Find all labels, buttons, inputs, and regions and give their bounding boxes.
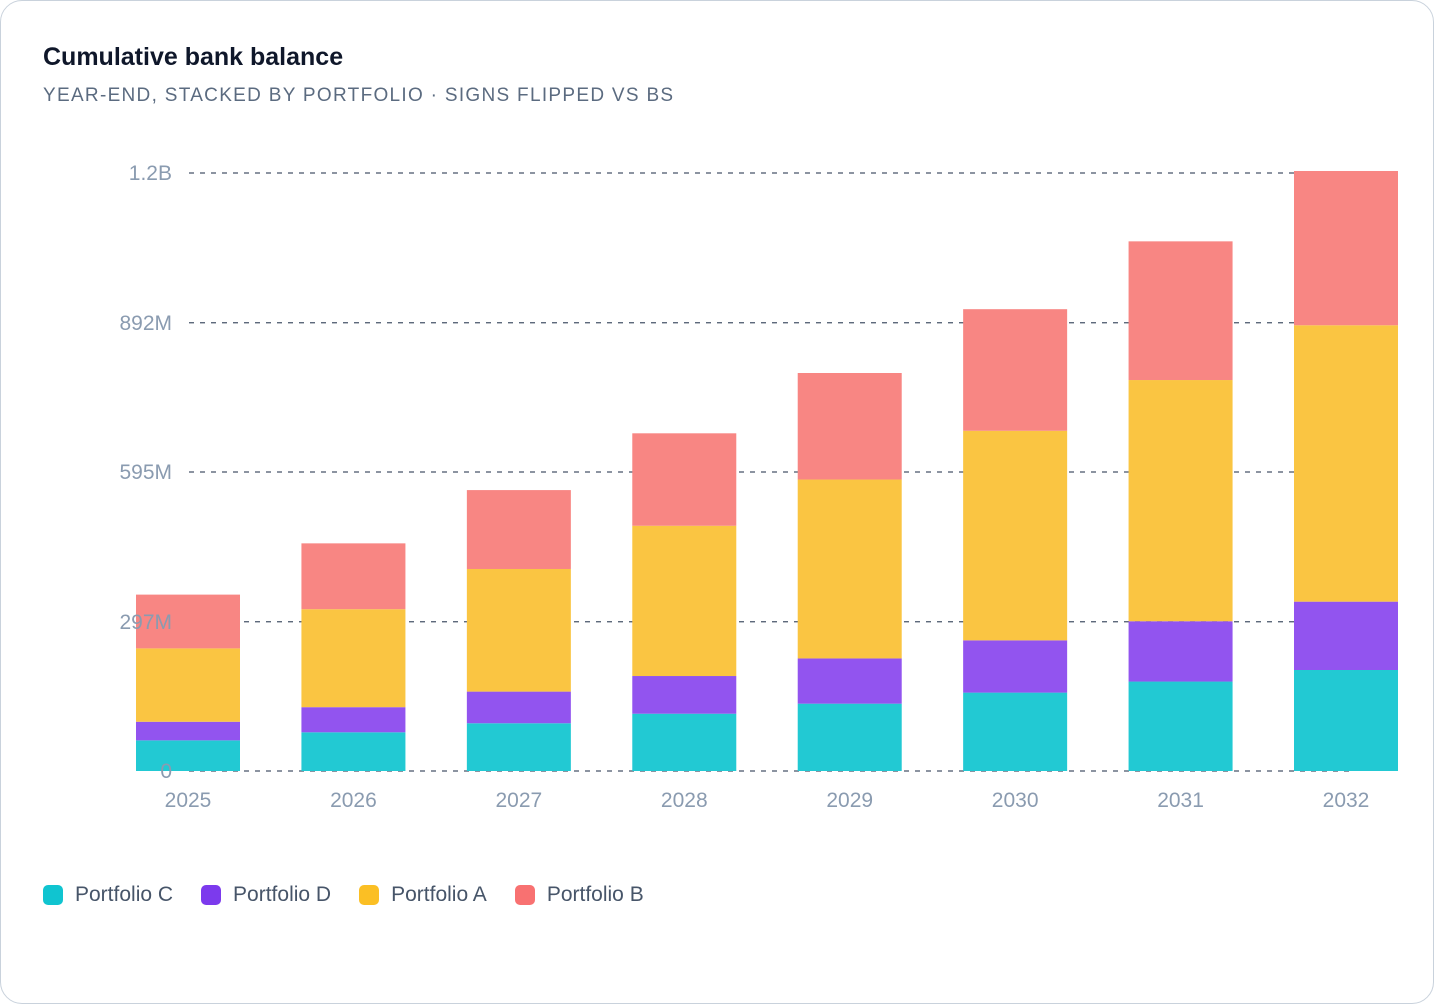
bar-portfolio-a-2028[interactable] — [632, 525, 737, 677]
bar-portfolio-a-2032[interactable] — [1294, 325, 1398, 602]
bar-portfolio-d-2025[interactable] — [136, 721, 240, 741]
bar-portfolio-c-2029[interactable] — [797, 703, 902, 771]
legend-swatch — [359, 885, 380, 905]
legend-label: Portfolio D — [233, 883, 332, 906]
bar-portfolio-b-2032[interactable] — [1294, 170, 1398, 326]
chart-title: Cumulative bank balance — [43, 43, 344, 71]
bar-portfolio-a-2027[interactable] — [466, 568, 571, 692]
bar-portfolio-d-2028[interactable] — [632, 676, 737, 714]
x-tick-label: 2031 — [1157, 789, 1204, 812]
bar-portfolio-c-2027[interactable] — [466, 723, 571, 771]
bar-portfolio-d-2027[interactable] — [466, 691, 571, 724]
bar-portfolio-b-2031[interactable] — [1128, 241, 1233, 381]
legend-swatch — [514, 885, 535, 905]
x-tick-label: 2026 — [330, 789, 377, 812]
y-axis-ticks: 0 297M 595M 892M 1.2B — [119, 162, 172, 783]
y-tick-label: 1.2B — [129, 162, 172, 185]
y-tick-label: 297M — [119, 611, 172, 634]
x-tick-label: 2025 — [165, 789, 212, 812]
y-tick-label: 0 — [160, 760, 172, 783]
bar-series — [136, 170, 1398, 771]
bar-portfolio-d-2029[interactable] — [797, 658, 902, 704]
x-tick-label: 2028 — [661, 789, 708, 812]
bar-portfolio-d-2030[interactable] — [963, 640, 1068, 693]
x-tick-label: 2032 — [1323, 789, 1370, 812]
legend-swatch — [43, 885, 63, 905]
bar-portfolio-a-2026[interactable] — [301, 609, 406, 708]
legend-label: Portfolio B — [546, 883, 644, 906]
bar-portfolio-a-2029[interactable] — [797, 479, 902, 659]
legend-label: Portfolio A — [391, 883, 487, 906]
y-tick-label: 595M — [119, 461, 172, 484]
bar-portfolio-c-2031[interactable] — [1128, 681, 1233, 771]
legend-item-portfolio-d[interactable]: Portfolio D — [201, 883, 331, 907]
bar-portfolio-c-2032[interactable] — [1294, 669, 1398, 771]
legend-item-portfolio-b[interactable]: Portfolio B — [514, 883, 644, 907]
x-axis-ticks: 2025 2026 2027 2028 2029 2030 2031 2032 — [165, 789, 1370, 812]
x-tick-label: 2027 — [495, 789, 542, 812]
legend-swatch — [201, 885, 222, 905]
legend-label: Portfolio C — [75, 883, 174, 906]
bar-portfolio-c-2030[interactable] — [963, 692, 1068, 771]
bar-portfolio-b-2027[interactable] — [466, 490, 571, 569]
bar-portfolio-b-2026[interactable] — [301, 543, 406, 610]
chart-legend: Portfolio C Portfolio D Portfolio A Port… — [43, 883, 672, 907]
bar-portfolio-a-2030[interactable] — [963, 430, 1068, 641]
bar-portfolio-d-2031[interactable] — [1128, 621, 1233, 682]
bar-portfolio-a-2031[interactable] — [1128, 380, 1233, 622]
bar-portfolio-a-2025[interactable] — [136, 648, 240, 722]
chart-subtitle: YEAR-END, STACKED BY PORTFOLIO · SIGNS F… — [43, 85, 675, 106]
legend-item-portfolio-a[interactable]: Portfolio A — [359, 883, 487, 907]
bar-portfolio-d-2032[interactable] — [1294, 601, 1398, 670]
y-tick-label: 892M — [119, 312, 172, 335]
bar-portfolio-c-2026[interactable] — [301, 732, 406, 771]
bar-portfolio-c-2028[interactable] — [632, 713, 737, 771]
legend-item-portfolio-c[interactable]: Portfolio C — [43, 883, 173, 907]
bar-portfolio-b-2028[interactable] — [632, 433, 737, 526]
x-tick-label: 2029 — [826, 789, 873, 812]
bar-portfolio-b-2025[interactable] — [136, 594, 240, 649]
bar-portfolio-c-2025[interactable] — [136, 740, 240, 771]
bar-portfolio-b-2029[interactable] — [797, 373, 902, 480]
bar-portfolio-d-2026[interactable] — [301, 707, 406, 733]
bar-portfolio-b-2030[interactable] — [963, 309, 1068, 431]
x-tick-label: 2030 — [992, 789, 1039, 812]
